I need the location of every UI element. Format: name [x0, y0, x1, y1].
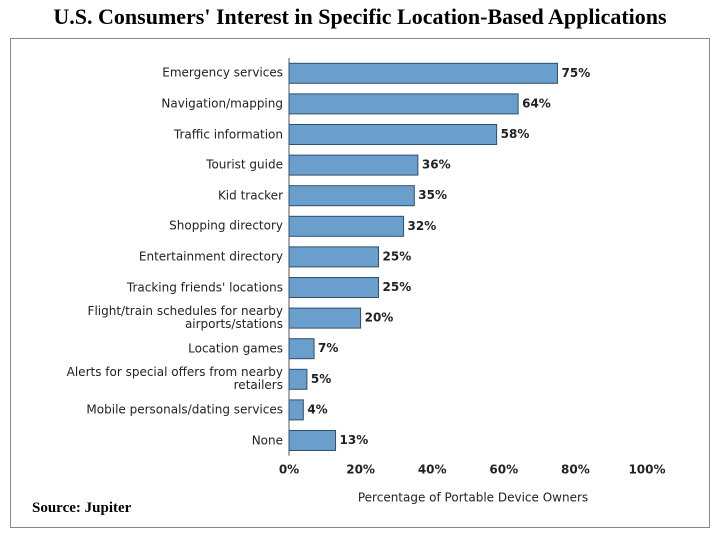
- y-tick-label: Kid tracker: [217, 188, 283, 203]
- y-tick-label: Entertainment directory: [138, 249, 283, 264]
- bar: [288, 307, 362, 329]
- y-tick-label: Traffic information: [173, 127, 283, 141]
- x-tick-label: 100%: [628, 463, 665, 477]
- value-label: 25%: [383, 280, 412, 294]
- x-axis-title: Percentage of Portable Device Owners: [358, 491, 588, 505]
- y-tick-label: Mobile personals/dating services: [86, 402, 283, 417]
- y-tick-label: Alerts for special offers from nearby re…: [66, 365, 283, 393]
- y-tick-label: Tourist guide: [206, 157, 283, 172]
- x-tick-label: 0%: [279, 463, 299, 477]
- y-tick-label: Navigation/mapping: [161, 96, 283, 111]
- value-label: 35%: [418, 188, 447, 202]
- frame: [10, 38, 710, 528]
- y-tick-label: None: [251, 433, 283, 447]
- y-tick-label: Shopping directory: [169, 218, 283, 233]
- y-tick-label: Flight/train schedules for nearby airpor…: [87, 304, 283, 332]
- value-label: 36%: [422, 158, 451, 172]
- bar: [288, 215, 405, 237]
- value-label: 4%: [307, 402, 327, 416]
- bar: [288, 430, 337, 451]
- source: Source: Jupiter: [32, 500, 132, 516]
- chart-title: U.S. Consumers' Interest in Specific Loc…: [53, 4, 667, 29]
- y-tick-label: Location games: [188, 341, 283, 356]
- value-label: 25%: [383, 249, 412, 263]
- value-label: 75%: [562, 66, 591, 80]
- y-tick-label: Emergency services: [162, 65, 283, 80]
- x-tick-label: 60%: [489, 463, 518, 477]
- bar: [288, 277, 379, 298]
- y-tick-label: Tracking friends' locations: [126, 280, 283, 294]
- value-label: 32%: [408, 219, 437, 233]
- bar: [288, 338, 315, 360]
- bar: [288, 399, 304, 421]
- x-tick-label: 40%: [418, 463, 447, 477]
- bar: [288, 93, 519, 115]
- value-label: 5%: [311, 372, 331, 386]
- bar: [288, 62, 558, 84]
- bar: [288, 154, 419, 176]
- value-label: 7%: [318, 341, 338, 355]
- value-label: 20%: [365, 311, 394, 325]
- value-label: 64%: [522, 96, 551, 110]
- bar: [288, 246, 379, 268]
- value-label: 13%: [340, 433, 369, 447]
- bar: [288, 124, 498, 145]
- value-label: 58%: [501, 127, 530, 141]
- bar: [288, 185, 415, 207]
- x-tick-label: 80%: [561, 463, 590, 477]
- bar: [288, 368, 308, 390]
- x-tick-label: 20%: [346, 463, 375, 477]
